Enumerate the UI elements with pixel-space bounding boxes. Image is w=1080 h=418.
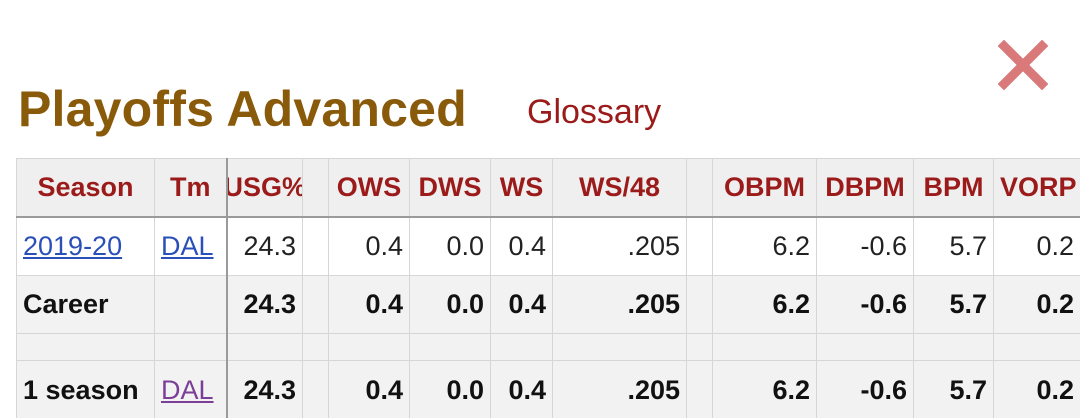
usg-cell: 24.3	[225, 360, 303, 418]
bpm-cell: 5.7	[913, 216, 994, 276]
dws-cell: 0.0	[409, 360, 491, 418]
spacer-cell	[686, 216, 713, 276]
close-icon	[998, 40, 1048, 90]
spacer-cell	[302, 275, 329, 334]
col-header-vorp[interactable]: VORP	[993, 158, 1080, 218]
vorp-cell: 0.2	[993, 275, 1080, 334]
bpm-cell: 5.7	[913, 275, 994, 334]
table-row-career: Career 24.3 0.4 0.0 0.4 .205 6.2 -0.6 5.…	[16, 275, 1080, 334]
team-cell[interactable]: DAL	[154, 360, 227, 418]
spacer-cell	[686, 275, 713, 334]
dws-cell: 0.0	[409, 275, 491, 334]
col-header-ws48[interactable]: WS/48	[552, 158, 687, 218]
obpm-cell: 6.2	[712, 360, 817, 418]
playoffs-advanced-table: Season Tm USG% OWS DWS WS WS/48 OBPM DBP…	[16, 158, 1080, 418]
season-link[interactable]: 2019-20	[23, 231, 123, 261]
col-header-bpm[interactable]: BPM	[913, 158, 994, 218]
season-cell: Career	[16, 275, 155, 334]
dbpm-cell: -0.6	[816, 275, 914, 334]
usg-cell: 24.3	[225, 216, 303, 276]
season-cell[interactable]: 2019-20	[16, 216, 155, 276]
ows-cell: 0.4	[328, 360, 410, 418]
team-link[interactable]: DAL	[161, 374, 214, 405]
table-row-team-total: 1 season DAL 24.3 0.4 0.0 0.4 .205 6.2 -…	[16, 360, 1080, 418]
dws-cell: 0.0	[409, 216, 491, 276]
usg-cell: 24.3	[225, 275, 303, 334]
col-header-usg[interactable]: USG%	[225, 158, 303, 218]
col-header-ows[interactable]: OWS	[328, 158, 410, 218]
col-header-obpm[interactable]: OBPM	[712, 158, 817, 218]
season-cell: 1 season	[16, 360, 155, 418]
col-spacer	[686, 158, 713, 218]
bpm-cell: 5.7	[913, 360, 994, 418]
col-header-dbpm[interactable]: DBPM	[816, 158, 914, 218]
obpm-cell: 6.2	[712, 275, 817, 334]
col-header-ws[interactable]: WS	[490, 158, 553, 218]
team-cell[interactable]: DAL	[154, 216, 227, 276]
dbpm-cell: -0.6	[816, 360, 914, 418]
ws-cell: 0.4	[490, 275, 553, 334]
obpm-cell: 6.2	[712, 216, 817, 276]
advanced-stats-table-container[interactable]: Season Tm USG% OWS DWS WS WS/48 OBPM DBP…	[16, 158, 1080, 418]
vorp-cell: 0.2	[993, 216, 1080, 276]
vorp-cell: 0.2	[993, 360, 1080, 418]
ows-cell: 0.4	[328, 275, 410, 334]
spacer-cell	[302, 360, 329, 418]
glossary-link[interactable]: Glossary	[527, 93, 662, 131]
ws48-cell: .205	[552, 360, 687, 418]
team-link[interactable]: DAL	[161, 231, 214, 261]
col-header-season[interactable]: Season	[16, 158, 155, 218]
table-separator-row	[16, 333, 1080, 361]
spacer-cell	[686, 360, 713, 418]
ws48-cell: .205	[552, 275, 687, 334]
close-button[interactable]	[998, 40, 1048, 90]
col-spacer	[302, 158, 329, 218]
team-cell	[154, 275, 227, 334]
ws-cell: 0.4	[490, 216, 553, 276]
page-title: Playoffs Advanced	[18, 81, 467, 137]
table-header-row: Season Tm USG% OWS DWS WS WS/48 OBPM DBP…	[16, 158, 1080, 218]
ws48-cell: .205	[552, 216, 687, 276]
ows-cell: 0.4	[328, 216, 410, 276]
spacer-cell	[302, 216, 329, 276]
dbpm-cell: -0.6	[816, 216, 914, 276]
col-header-dws[interactable]: DWS	[409, 158, 491, 218]
ws-cell: 0.4	[490, 360, 553, 418]
col-header-tm[interactable]: Tm	[154, 158, 227, 218]
table-row: 2019-20 DAL 24.3 0.4 0.0 0.4 .205 6.2 -0…	[16, 216, 1080, 276]
